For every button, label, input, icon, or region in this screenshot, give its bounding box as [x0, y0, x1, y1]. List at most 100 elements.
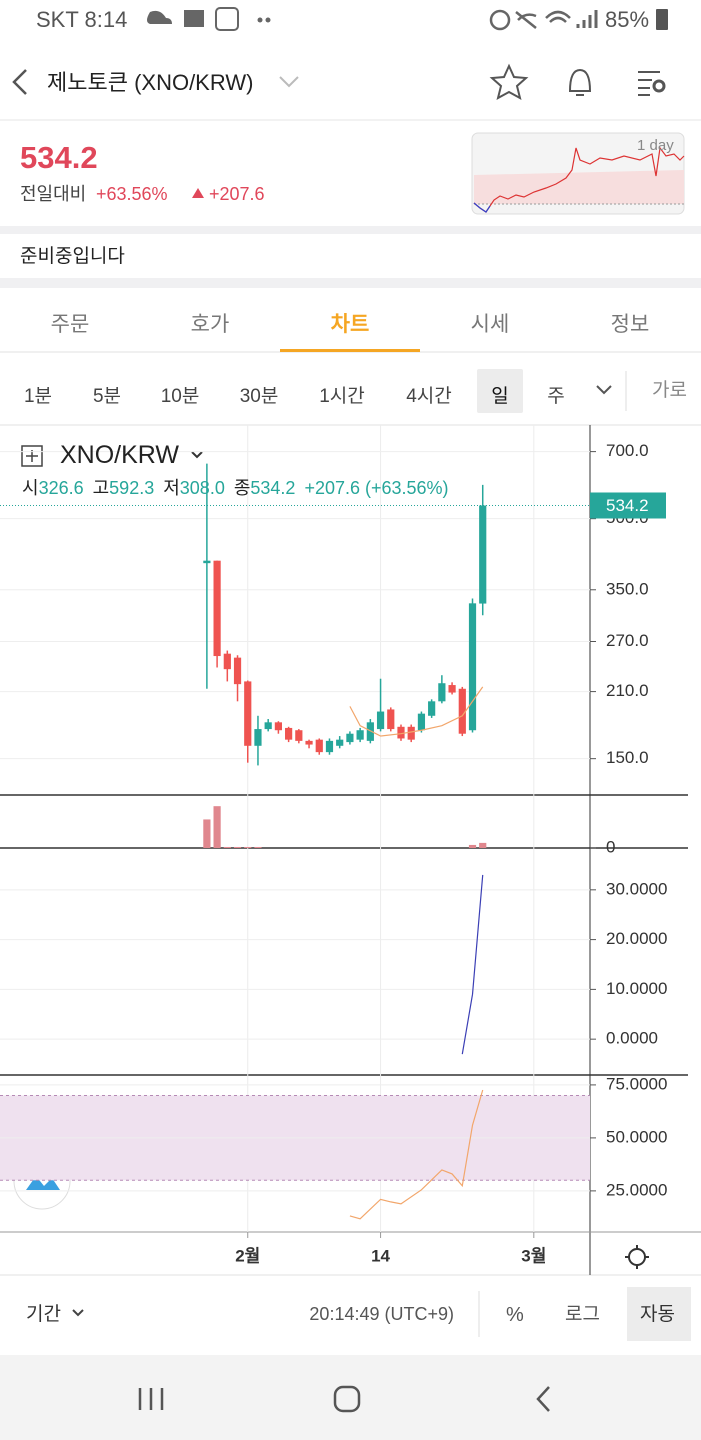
up-triangle [192, 188, 204, 198]
interval[interactable]: 1분 [23, 386, 53, 407]
tab[interactable]: 차트 [330, 313, 370, 336]
status-icon [545, 10, 571, 23]
back-button[interactable] [536, 1386, 550, 1412]
legend-value: 326.6 [38, 478, 84, 498]
interval[interactable]: 10분 [160, 386, 200, 407]
indicator-line [461, 874, 484, 1055]
last-price-label: 534.2 [606, 496, 649, 515]
interval[interactable]: 1시간 [319, 386, 365, 407]
y-tick-label: 0 [606, 837, 615, 856]
candle-body [315, 739, 323, 753]
legend-value: 534.2 [250, 478, 296, 498]
candle-body [376, 711, 385, 730]
home-button[interactable] [333, 1385, 361, 1413]
change-amount: +207.6 [209, 184, 265, 204]
interval[interactable]: 30분 [239, 386, 279, 407]
auto-button[interactable]: 자동 [640, 1304, 675, 1325]
volume-bar [203, 819, 211, 848]
period-dropdown[interactable] [72, 1309, 84, 1317]
status-battery: 85% [605, 7, 650, 32]
candle-body [397, 726, 405, 739]
candle-body [428, 701, 436, 716]
alert-icon[interactable] [568, 68, 592, 96]
candle-body [407, 726, 415, 740]
favorite-icon[interactable] [489, 63, 529, 100]
x-tick-label: 2월 [235, 1246, 260, 1265]
volume-bar [244, 846, 252, 848]
candle-body [346, 733, 354, 743]
more-intervals-icon[interactable] [596, 385, 612, 395]
tab[interactable]: 시세 [470, 313, 510, 336]
interval[interactable]: 5분 [92, 386, 122, 407]
moving-average [349, 686, 484, 737]
log-button[interactable]: 로그 [565, 1304, 600, 1325]
status-icon [576, 10, 598, 28]
candle-body [458, 688, 466, 734]
candle-body [244, 681, 252, 746]
symbol-dropdown[interactable] [191, 451, 203, 459]
y-tick-label: 700.0 [606, 441, 649, 460]
candle-body [448, 685, 456, 693]
candle-body [356, 730, 364, 740]
status-icon [257, 17, 263, 23]
dropdown-icon[interactable] [279, 76, 299, 88]
page-title: 제노토큰 (XNO/KRW) [47, 70, 254, 95]
legend-symbol[interactable]: XNO/KRW [60, 441, 179, 469]
volume-bar [254, 846, 262, 848]
candle-body [295, 730, 303, 741]
battery-icon [656, 9, 668, 30]
interval[interactable]: 4시간 [406, 386, 452, 407]
tab[interactable]: 호가 [190, 313, 230, 336]
y-tick-label: 50.0000 [606, 1127, 667, 1146]
candle-body [479, 505, 487, 604]
notice: 준비중입니다 [20, 246, 125, 267]
active-tab-underline [280, 349, 420, 352]
volume-bar [213, 806, 221, 848]
status-icon [265, 17, 271, 23]
clock: 20:14:49 (UTC+9) [309, 1304, 454, 1324]
last-price-badge [590, 492, 666, 519]
back-icon[interactable] [12, 69, 27, 95]
y-tick-label: 0.0000 [606, 1029, 658, 1048]
interval[interactable]: 일 [491, 386, 509, 407]
y-tick-label: 350.0 [606, 579, 649, 598]
candle-body [417, 713, 426, 731]
candle-body [213, 560, 221, 657]
x-tick-label: 14 [371, 1246, 390, 1265]
tab[interactable]: 주문 [50, 313, 90, 336]
legend-change: +207.6 (+63.56%) [304, 478, 449, 498]
section-gap [0, 278, 701, 288]
tab[interactable]: 정보 [610, 313, 650, 336]
percent-button[interactable]: % [506, 1304, 524, 1326]
legend-label: 저 [163, 478, 180, 498]
candle-body [438, 683, 446, 702]
volume-bar [479, 842, 487, 848]
change-percent: +63.56% [96, 184, 168, 204]
y-tick-label: 30.0000 [606, 879, 667, 898]
change-label: 전일대비 [20, 184, 87, 204]
candle-body [254, 729, 262, 746]
sparkline-fill [474, 170, 684, 204]
settings-icon[interactable] [638, 71, 660, 96]
chart-style[interactable]: 가로 [652, 380, 687, 401]
sparkline [473, 146, 685, 213]
candle-body [274, 722, 282, 731]
period-button[interactable]: 기간 [26, 1304, 61, 1325]
volume-bar [233, 846, 242, 848]
candle-body [325, 740, 334, 753]
status-icon [147, 10, 172, 24]
sparkline-label: 1 day [637, 137, 674, 154]
volume-bar [468, 844, 477, 848]
candle-body [203, 560, 211, 564]
nav-bar [0, 1355, 701, 1440]
y-tick-label: 25.0000 [606, 1180, 667, 1199]
interval[interactable]: 주 [547, 386, 565, 407]
settings-gear [652, 79, 666, 93]
y-tick-label: 10.0000 [606, 979, 667, 998]
candle-body [285, 727, 293, 740]
recent-apps-button[interactable] [138, 1388, 164, 1410]
add-indicator-icon[interactable] [21, 445, 43, 467]
chart-settings-icon[interactable] [628, 1248, 646, 1266]
legend-value: 308.0 [179, 478, 225, 498]
